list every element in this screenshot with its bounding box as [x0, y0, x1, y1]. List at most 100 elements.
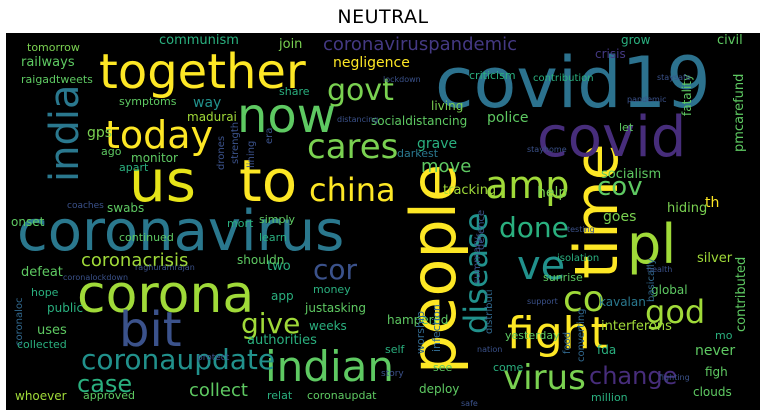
word-figh: figh [705, 365, 728, 379]
word-fight: fight [507, 308, 608, 359]
word-nation: nation [477, 345, 503, 354]
word-support: support [527, 297, 558, 306]
word-contribution: contribution [533, 73, 594, 84]
word-drones: drones [216, 135, 227, 170]
word-covid19: covid19 [435, 42, 711, 124]
word-hampered: hampered [387, 313, 449, 327]
word-coronaviruspandemic: coronaviruspandemic [323, 34, 518, 55]
word-app: app [271, 289, 294, 303]
word-simply: simply [259, 213, 296, 226]
word-pandemic: pandemic [627, 95, 667, 104]
word-together: together [99, 44, 306, 100]
word-justasking: justasking [305, 301, 367, 315]
word-negligence: negligence [333, 55, 410, 71]
word-coaches: coaches [67, 201, 104, 211]
word-grave: grave [417, 136, 458, 152]
word-give: give [241, 307, 301, 340]
word-testing: testing [567, 225, 595, 234]
word-learn: learn [259, 231, 287, 244]
word-govt: govt [327, 73, 394, 108]
word-isolation: isolation [557, 253, 600, 264]
word-lining: lining [246, 140, 257, 168]
word-now: now [237, 88, 337, 144]
word-whoever: whoever [15, 389, 67, 403]
word-authorities: authorities [247, 333, 317, 348]
word-th: th [705, 195, 720, 211]
word-help: help [537, 185, 568, 201]
word-sunrise: sunrise [543, 271, 583, 284]
word-converting: converting [576, 308, 587, 362]
word-come: come [493, 361, 524, 374]
word-cor: cor [313, 253, 358, 286]
word-collect: collect [189, 380, 248, 401]
word-co: co [563, 279, 605, 320]
word-distributi: distributi [484, 289, 495, 334]
word-raghuramrajan: raghuramrajan [135, 263, 195, 272]
word-madurai: madurai [187, 110, 237, 124]
word-civil: civil [717, 33, 743, 48]
word-raigadtweets: raigadtweets [21, 73, 93, 86]
word-goes: goes [603, 209, 637, 225]
word-indian: indian [265, 342, 394, 391]
word-distancing: distancing [337, 115, 379, 124]
word-cov: cov [597, 172, 643, 202]
word-see: see [433, 361, 453, 374]
word-amp: amp [485, 163, 570, 207]
word-clouds: clouds [693, 385, 732, 399]
word-million: million [591, 391, 628, 404]
word-never: never [695, 343, 736, 359]
word-coronaupdat: coronaupdat [307, 389, 377, 402]
word-mort: mort [227, 217, 254, 230]
word-today: today [105, 113, 214, 157]
word-two: two [267, 259, 291, 274]
word-done: done [499, 211, 569, 244]
word-weeks: weeks [309, 319, 347, 333]
word-coronalockdown: coronalockdown [63, 273, 129, 282]
word-hope: hope [31, 286, 59, 299]
word-communism: communism [159, 33, 239, 48]
word-change: change [589, 362, 678, 390]
word-virus: virus [503, 358, 586, 398]
word-pl: pl [627, 213, 677, 276]
word-yesterday: yesterday [505, 329, 560, 342]
word-share: share [279, 85, 310, 98]
word-bit: bit [119, 302, 182, 358]
word-apart: apart [119, 161, 149, 174]
word-uses: uses [37, 323, 67, 338]
word-public: public [47, 301, 84, 315]
word-protect: protect [197, 353, 230, 363]
word-let: let [619, 121, 634, 134]
word-coronaupdate: coronaupdate [81, 343, 276, 376]
word-pmcarefund: pmcarefund [732, 73, 747, 152]
word-corona: corona [77, 265, 255, 325]
word-infection: infection [430, 304, 443, 352]
word-us: us [129, 147, 196, 215]
word-era: era [264, 127, 275, 144]
word-defeat: defeat [21, 265, 63, 280]
word-worship: worship [414, 311, 427, 354]
word-ve: ve [517, 243, 566, 289]
word-god: god [645, 293, 706, 331]
word-cares: cares [307, 127, 399, 167]
word-lockdown: lockdown [383, 75, 421, 84]
word-food: food [562, 331, 573, 354]
word-covid: covid [537, 105, 687, 170]
word-swabs: swabs [107, 201, 145, 215]
word-gps: gps [87, 125, 113, 141]
word-interferons: interferons [601, 319, 672, 334]
wordcloud-canvas: covid19 coronavirus corona us to people … [6, 33, 760, 410]
word-health: health [647, 265, 673, 274]
word-china: china [309, 171, 396, 209]
word-railways: railways [21, 55, 75, 70]
word-india: india [42, 84, 88, 182]
word-tomorrow: tomorrow [27, 41, 80, 54]
word-silver: silver [697, 251, 733, 266]
word-criticism: criticism [469, 69, 516, 82]
word-global: global [651, 283, 688, 297]
word-coronaloc: coronaloc [14, 297, 25, 347]
word-story: story [381, 369, 404, 379]
word-join: join [279, 37, 303, 52]
word-coronacrisis: coronacrisis [81, 250, 189, 271]
word-defence: defence [476, 209, 487, 250]
